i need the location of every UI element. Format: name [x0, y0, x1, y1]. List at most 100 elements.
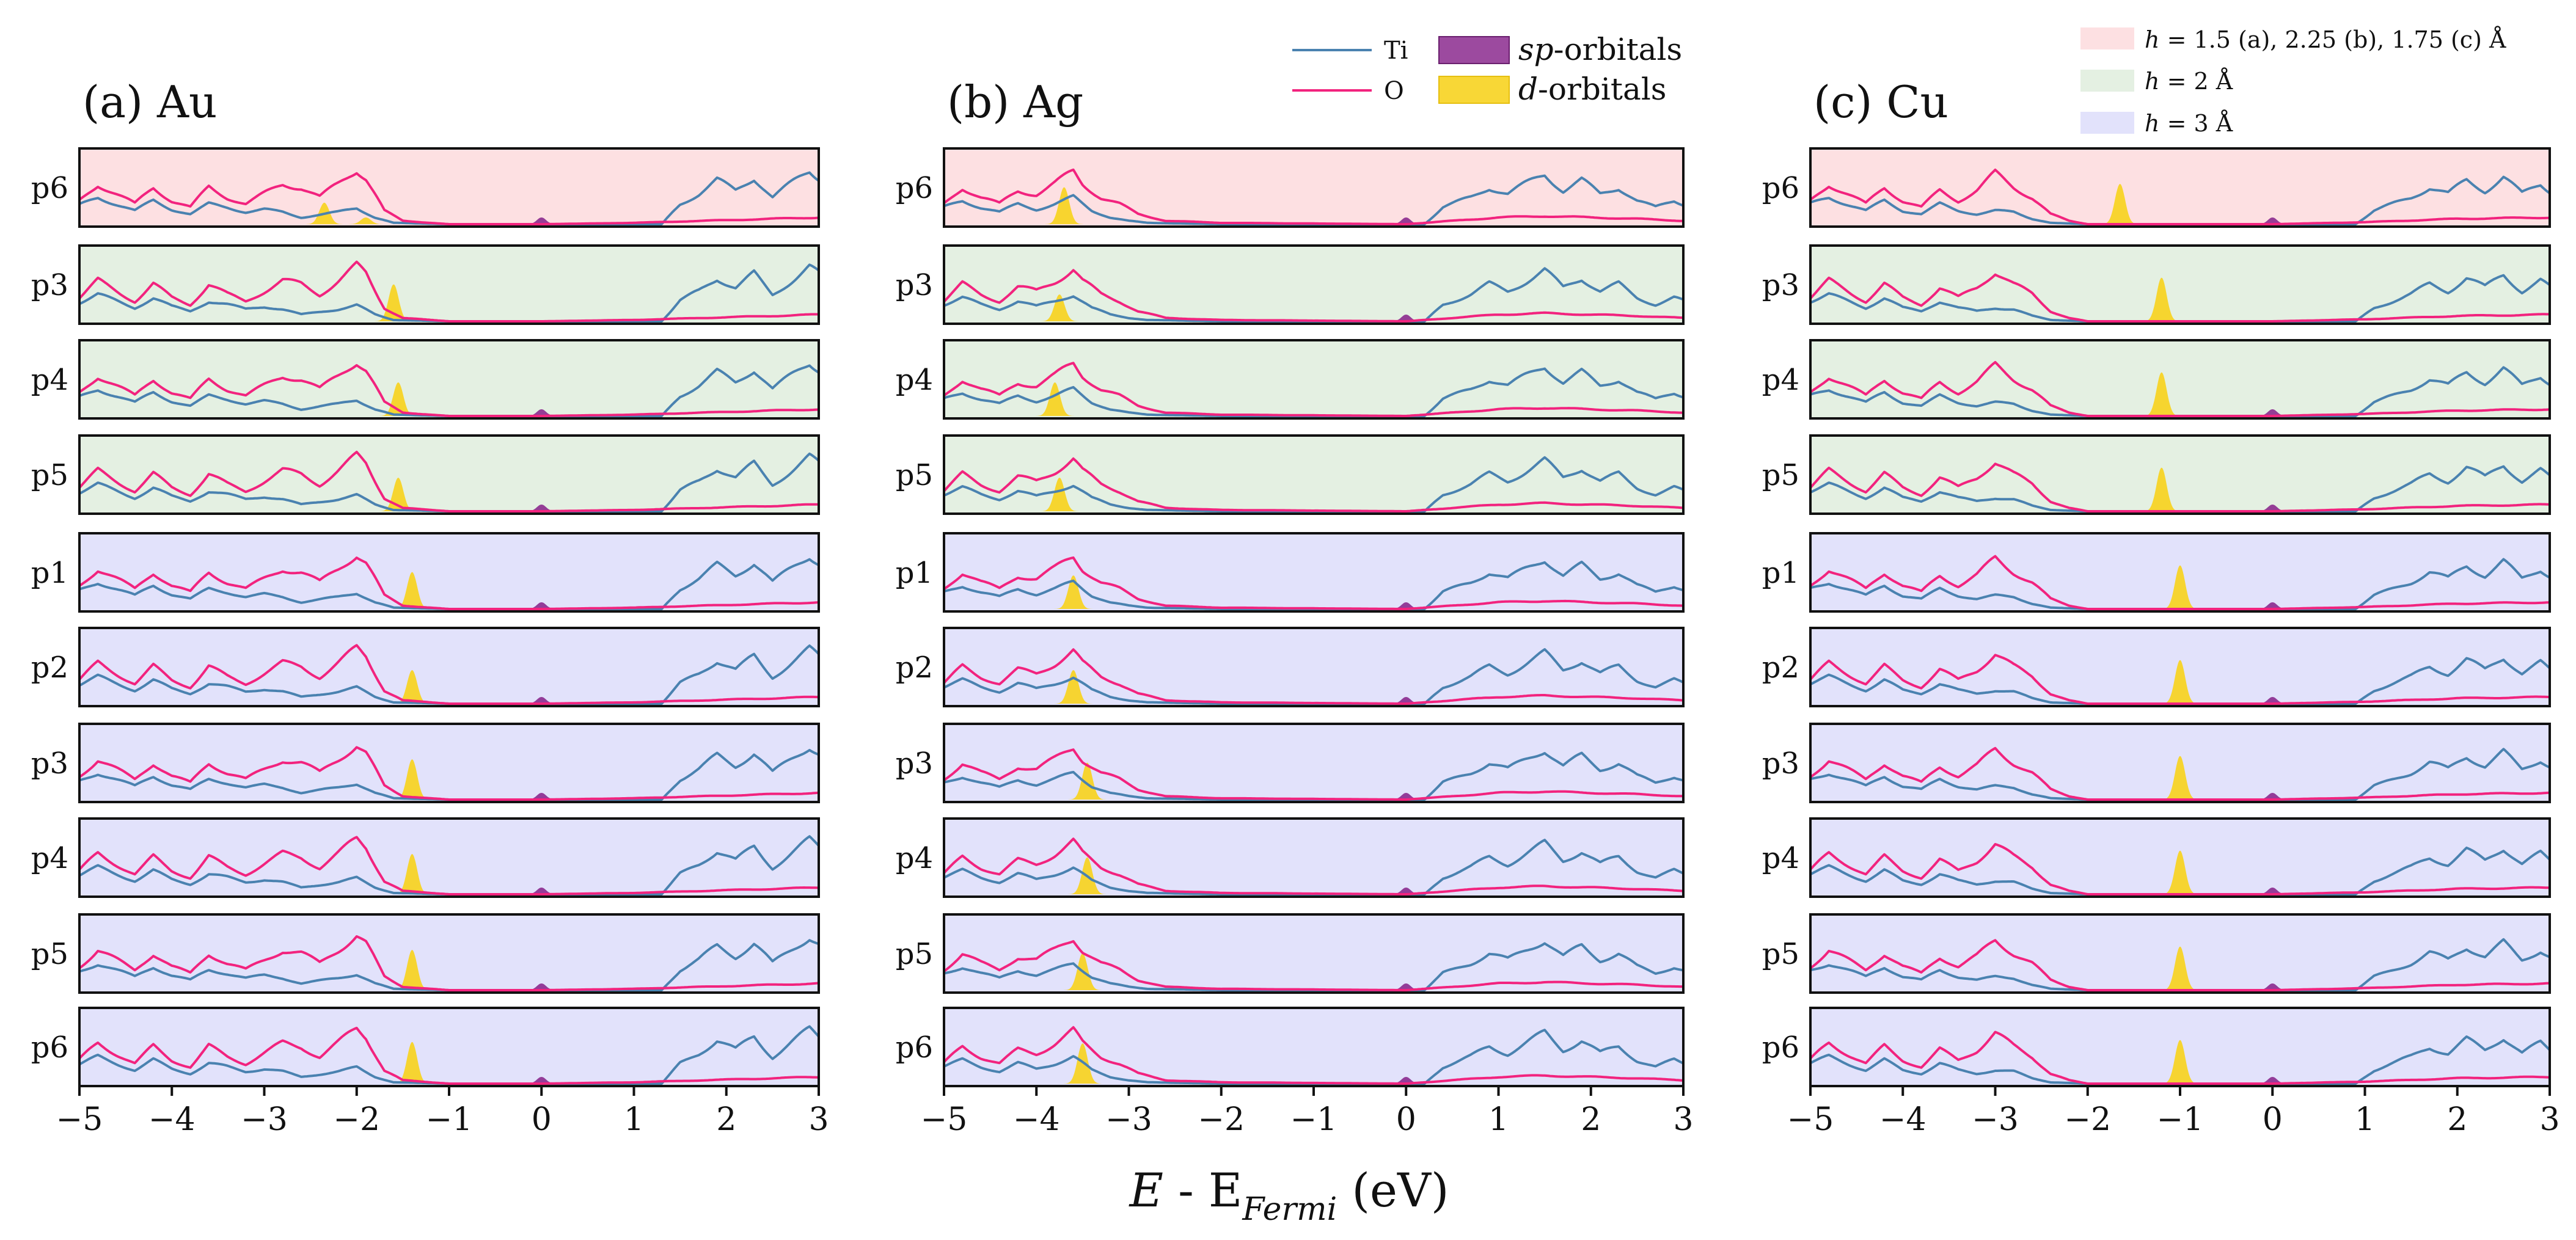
- row-frame: [943, 434, 1685, 515]
- sp-orbital-peak: [527, 983, 555, 990]
- d-orbital-peak: [2138, 467, 2185, 511]
- row-plot-area: [1810, 654, 2550, 705]
- row-background: [944, 724, 1683, 802]
- d-orbital-peak: [1050, 670, 1097, 704]
- row-plot-area: [944, 556, 1683, 610]
- dos-row: p1: [31, 532, 820, 613]
- row-frame: [1809, 817, 2551, 898]
- row-label: p2: [31, 651, 68, 685]
- panel-title: (b) Ag: [947, 76, 1083, 128]
- dos-row: p4: [31, 339, 820, 420]
- row-plot-area: [79, 644, 819, 705]
- row-label: p5: [1762, 458, 1799, 492]
- o-dos-line: [79, 450, 819, 512]
- row-frame: [78, 913, 820, 994]
- row-label: p3: [31, 746, 68, 781]
- row-background: [944, 246, 1683, 324]
- row-frame: [943, 339, 1685, 420]
- dos-row: p4: [896, 339, 1685, 420]
- x-tick-label: 1: [2355, 1101, 2375, 1138]
- row-background: [944, 914, 1683, 993]
- legend-height-red-label: h = 1.5 (a), 2.25 (b), 1.75 (c) Å: [2145, 26, 2506, 53]
- row-frame: [1809, 627, 2551, 707]
- row-frame: [943, 817, 1685, 898]
- o-dos-line: [944, 748, 1683, 801]
- d-orbital-peak: [389, 950, 436, 990]
- panel-title: (a) Au: [82, 76, 217, 128]
- x-tick-label: −3: [1972, 1101, 2019, 1138]
- row-label: p4: [31, 363, 68, 397]
- o-dos-line: [944, 940, 1683, 991]
- d-orbital-peak: [370, 284, 417, 321]
- row-frame: [1809, 913, 2551, 994]
- sp-orbital-peak: [2258, 793, 2286, 800]
- o-dos-line: [79, 746, 819, 801]
- row-label: p3: [896, 268, 933, 302]
- row-plot-area: [79, 364, 819, 417]
- legend-o-label: O: [1384, 77, 1404, 105]
- x-tick-label: 3: [1673, 1101, 1693, 1138]
- row-label: p5: [31, 458, 68, 492]
- o-dos-line: [944, 457, 1683, 512]
- sp-orbital-peak: [527, 888, 555, 894]
- x-axis-label: E - EFermi (eV): [1128, 1163, 1449, 1228]
- o-dos-line: [79, 260, 819, 323]
- row-label: p3: [31, 268, 68, 302]
- row-frame: [78, 532, 820, 613]
- d-orbital-peak: [2157, 850, 2203, 894]
- x-tick-label: 2: [2447, 1101, 2467, 1138]
- legend-height-green-label: h = 2 Å: [2145, 68, 2233, 95]
- row-background: [79, 533, 819, 611]
- x-tick-label: 0: [1396, 1101, 1416, 1138]
- o-dos-line: [1810, 843, 2550, 895]
- row-frame: [1809, 244, 2551, 325]
- o-dos-line: [1810, 746, 2550, 801]
- sp-orbital-peak: [2258, 217, 2286, 224]
- row-plot-area: [1810, 555, 2550, 610]
- panels: (a) Au p6 p3 p4 p5 p1 p2 p3 p4 p5 p6 −5 −4 −3 −2 −1 0 1 2 3…: [31, 76, 2560, 1138]
- x-tick-label: 1: [624, 1101, 644, 1138]
- x-tick-label: −5: [1787, 1101, 1834, 1138]
- x-tick-label: 0: [532, 1101, 552, 1138]
- legend-sp-swatch: [1438, 36, 1510, 64]
- o-dos-line: [79, 364, 819, 417]
- dos-row: p4: [1762, 817, 2551, 898]
- d-orbital-peak: [375, 478, 422, 511]
- x-tick-label: −2: [333, 1101, 380, 1138]
- row-label: p6: [1762, 1030, 1799, 1065]
- o-dos-line: [79, 644, 819, 705]
- o-dos-line: [1810, 273, 2550, 323]
- row-plot-area: [79, 835, 819, 895]
- d-orbital-peak: [1041, 187, 1088, 224]
- x-tick-label: −1: [426, 1101, 473, 1138]
- row-frame: [78, 339, 820, 420]
- row-label: p4: [31, 841, 68, 875]
- o-dos-line: [944, 556, 1683, 610]
- sp-orbital-peak: [527, 697, 555, 704]
- dos-row: p6: [1762, 147, 2551, 228]
- row-plot-area: [944, 456, 1683, 512]
- row-label: p6: [31, 1030, 68, 1065]
- row-label: p6: [896, 1030, 933, 1065]
- x-tick-label: −1: [2157, 1101, 2204, 1138]
- o-dos-line: [79, 935, 819, 991]
- o-dos-line: [79, 836, 819, 895]
- row-background: [79, 819, 819, 897]
- row-background: [79, 436, 819, 514]
- dos-row: p4: [31, 817, 820, 898]
- dos-row: p3: [1762, 723, 2551, 803]
- sp-orbital-peak: [527, 602, 555, 609]
- dos-row: p3: [896, 244, 1685, 325]
- o-dos-line: [1810, 939, 2550, 991]
- d-orbital-peak: [2157, 565, 2203, 609]
- o-dos-line: [944, 362, 1683, 417]
- row-plot-area: [944, 362, 1683, 417]
- x-tick-label: −2: [2064, 1101, 2111, 1138]
- d-orbital-peak: [1036, 478, 1083, 511]
- d-orbital-peak: [389, 1041, 436, 1084]
- row-background: [944, 148, 1683, 227]
- row-frame: [943, 913, 1685, 994]
- row-plot-area: [944, 267, 1683, 323]
- row-label: p4: [896, 363, 933, 397]
- o-dos-line: [79, 172, 819, 225]
